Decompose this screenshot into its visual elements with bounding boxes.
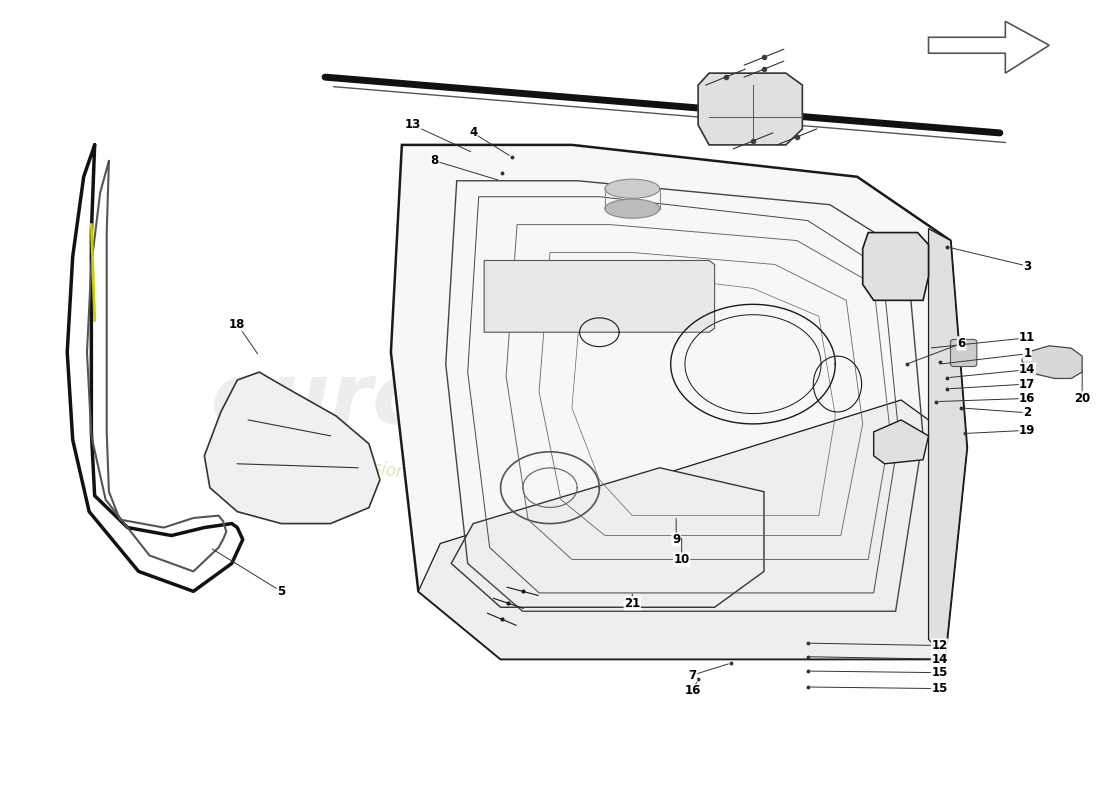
Text: 11: 11 (1020, 331, 1035, 344)
Polygon shape (862, 233, 928, 300)
Ellipse shape (605, 199, 660, 218)
FancyBboxPatch shape (950, 339, 977, 366)
Text: 7: 7 (689, 669, 696, 682)
Text: 13: 13 (405, 118, 421, 131)
Text: 5: 5 (277, 585, 285, 598)
Text: 12: 12 (932, 639, 947, 652)
Text: 2: 2 (1023, 406, 1032, 419)
Text: 15: 15 (932, 682, 948, 695)
Text: 19: 19 (1019, 424, 1035, 437)
Text: 17: 17 (1020, 378, 1035, 390)
Text: 15: 15 (932, 666, 948, 679)
Polygon shape (418, 400, 967, 659)
Text: a passion for performance since 1985: a passion for performance since 1985 (327, 453, 641, 514)
Polygon shape (205, 372, 380, 523)
Text: 1: 1 (1023, 347, 1032, 360)
Text: 21: 21 (624, 597, 640, 610)
Polygon shape (1022, 346, 1082, 378)
Text: 16: 16 (684, 685, 701, 698)
Text: 14: 14 (932, 653, 948, 666)
Text: 6: 6 (957, 337, 966, 350)
Text: 9: 9 (672, 533, 680, 546)
Polygon shape (451, 468, 764, 607)
Polygon shape (873, 420, 928, 464)
Text: 8: 8 (431, 154, 439, 167)
Text: 14: 14 (1019, 363, 1035, 376)
Text: 18: 18 (229, 318, 245, 330)
Text: 3: 3 (1023, 259, 1032, 273)
Text: 10: 10 (673, 553, 690, 566)
Polygon shape (698, 73, 802, 145)
Polygon shape (390, 145, 967, 659)
Polygon shape (928, 229, 967, 659)
Text: 16: 16 (1019, 392, 1035, 405)
Polygon shape (484, 261, 715, 332)
Text: 20: 20 (1074, 392, 1090, 405)
Ellipse shape (605, 179, 660, 198)
Text: 4: 4 (469, 126, 477, 139)
Text: europes: europes (211, 358, 604, 442)
